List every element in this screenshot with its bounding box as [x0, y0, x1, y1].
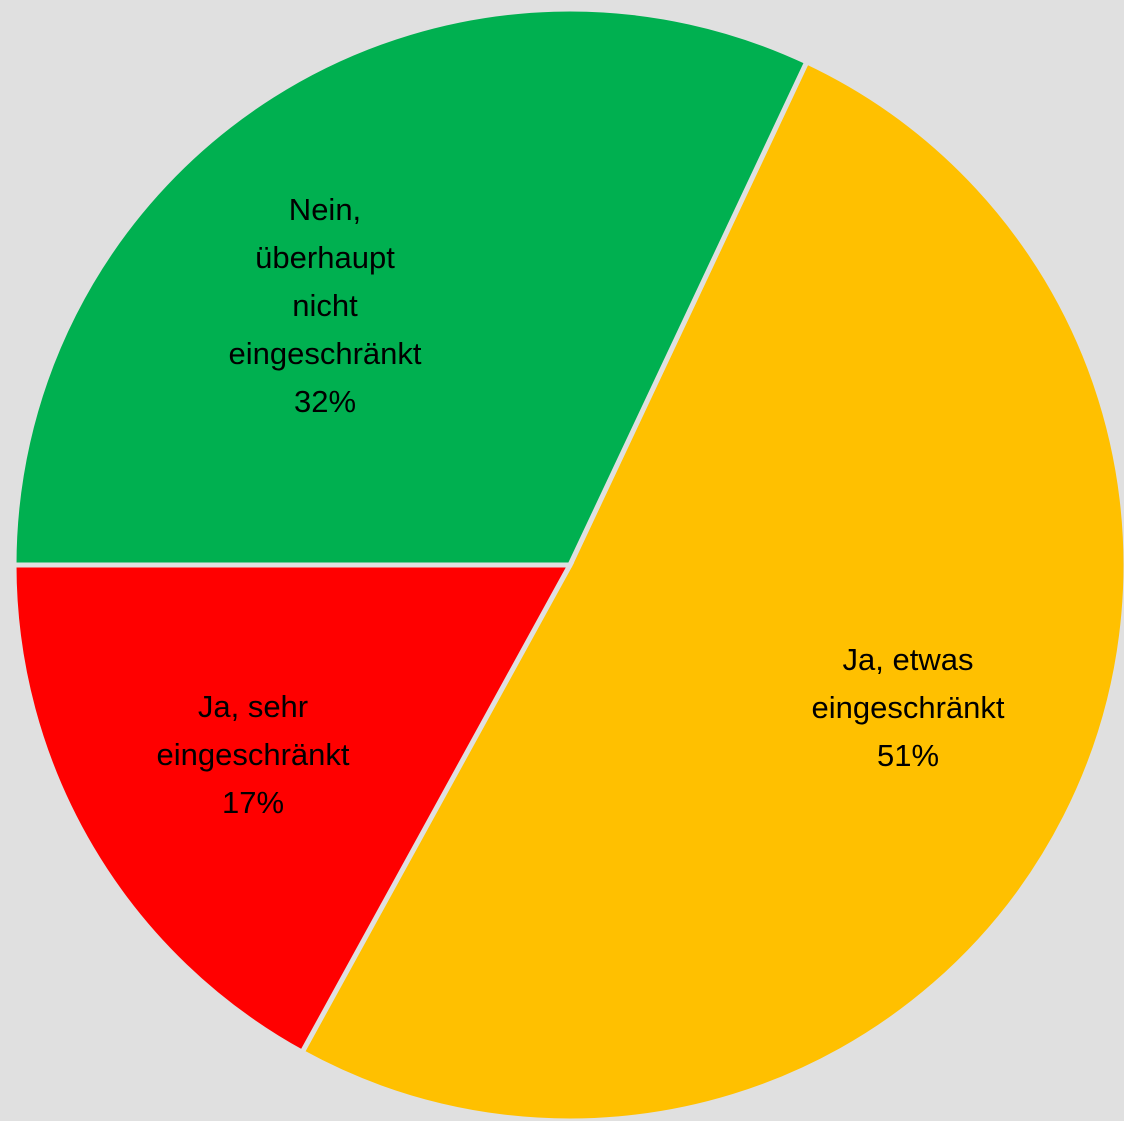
pie-slice	[11, 562, 575, 1056]
category-label: Nein, überhaupt nicht eingeschränkt	[228, 192, 422, 371]
value-label: 17%	[221, 785, 285, 820]
slice-label: Ja, sehr eingeschränkt 17%	[156, 683, 349, 827]
category-label: Ja, etwas eingeschränkt	[811, 642, 1005, 725]
value-label: 51%	[876, 738, 940, 773]
slice-label: Ja, etwas eingeschränkt 51%	[811, 636, 1004, 780]
category-label: Ja, sehr eingeschränkt	[156, 689, 350, 772]
slice-label: Nein, überhaupt nicht eingeschränkt 32%	[228, 186, 421, 426]
pie-slice	[11, 6, 811, 568]
value-label: 32%	[293, 384, 357, 419]
